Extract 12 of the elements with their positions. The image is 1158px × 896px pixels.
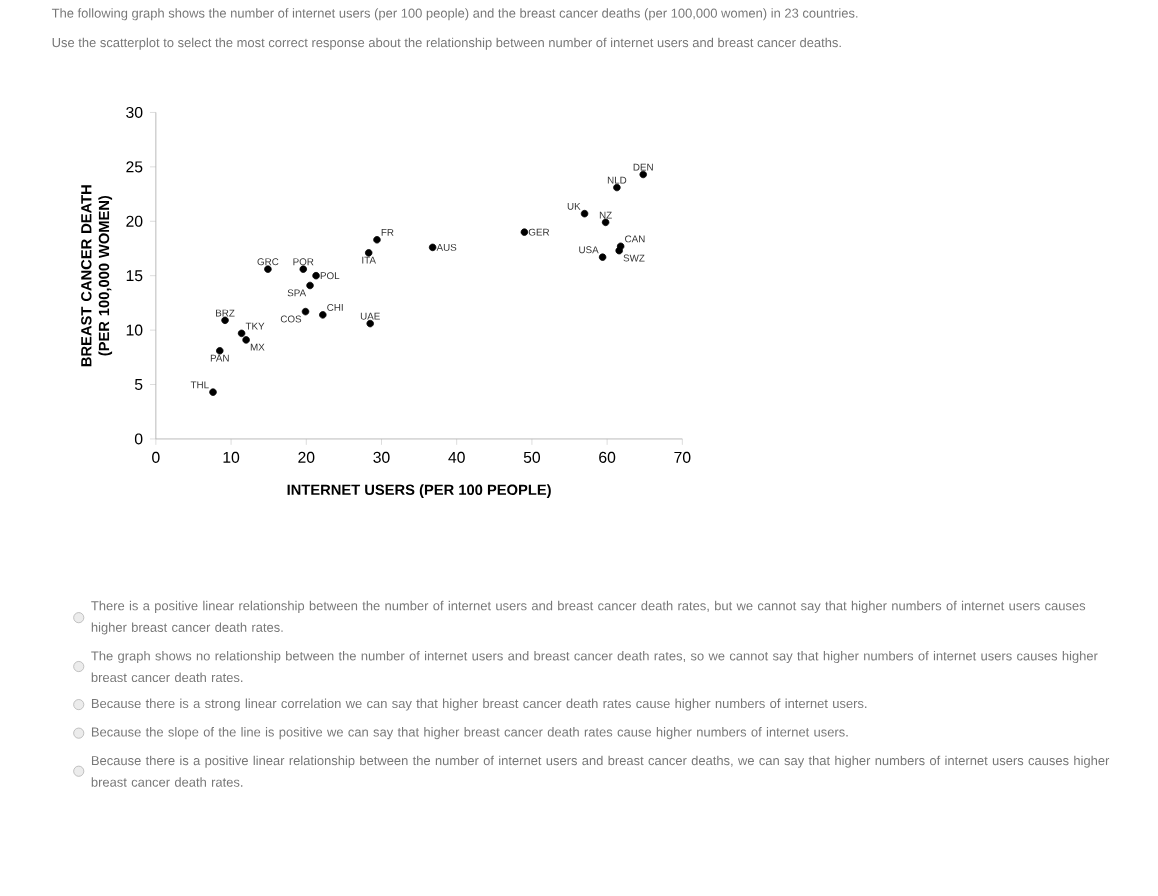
point	[242, 335, 250, 344]
point	[520, 228, 529, 236]
point	[306, 281, 314, 289]
point	[373, 235, 381, 244]
point	[301, 307, 310, 315]
point	[237, 329, 246, 337]
point	[598, 253, 607, 261]
point	[312, 271, 320, 280]
point	[428, 243, 437, 251]
point	[319, 310, 327, 319]
point	[209, 388, 217, 396]
point	[580, 209, 589, 217]
